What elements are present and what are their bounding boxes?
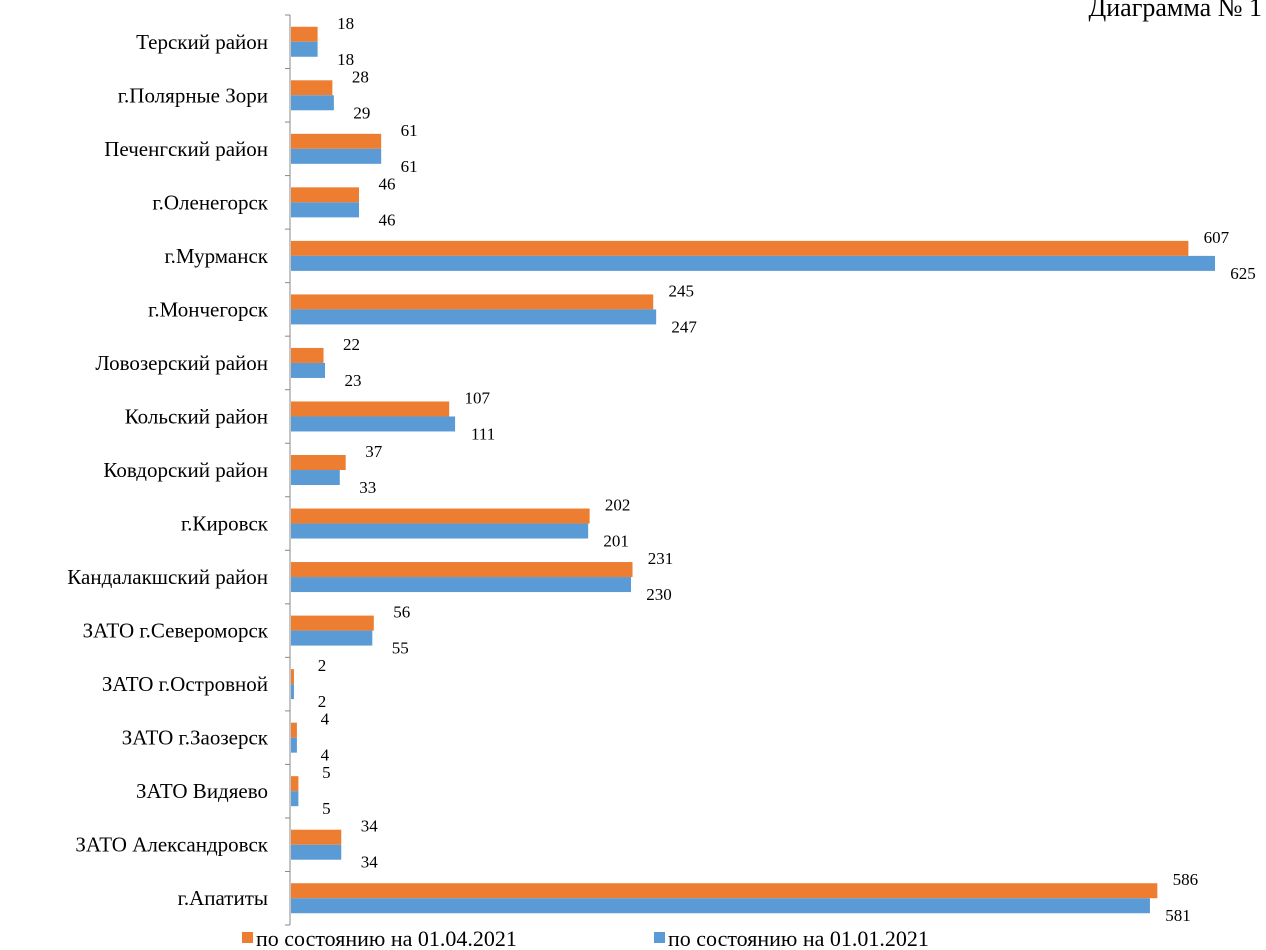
value-label-series-1: 18 — [337, 14, 354, 33]
category-label: Кандалакшский район — [67, 565, 268, 589]
bar-series-2 — [291, 844, 342, 860]
value-label-series-1: 586 — [1173, 870, 1199, 889]
value-label-series-2: 230 — [646, 585, 672, 604]
category-label: г.Мурманск — [164, 244, 268, 268]
bar-series-1 — [291, 776, 299, 792]
value-label-series-1: 28 — [352, 67, 369, 86]
category-label: ЗАТО г.Заозерск — [122, 726, 269, 750]
value-label-series-2: 581 — [1165, 906, 1191, 925]
bar-series-1 — [291, 294, 654, 310]
bar-series-1 — [291, 883, 1158, 899]
category-label: г.Оленегорск — [152, 190, 268, 214]
chart-title: Диаграмма № 1 — [1089, 0, 1262, 22]
bar-series-1 — [291, 669, 294, 685]
value-label-series-2: 4 — [321, 746, 330, 765]
value-label-series-1: 22 — [343, 335, 360, 354]
category-label: ЗАТО г.Североморск — [83, 619, 269, 643]
value-labels: 1818282961614646607625245247222310711137… — [318, 14, 1256, 925]
value-label-series-1: 34 — [361, 817, 379, 836]
bar-series-1 — [291, 187, 360, 203]
value-label-series-1: 245 — [668, 281, 694, 300]
value-label-series-2: 23 — [345, 371, 362, 390]
bar-series-1 — [291, 615, 374, 631]
bar-series-2 — [291, 255, 1215, 271]
bar-series-1 — [291, 722, 297, 738]
value-label-series-1: 202 — [605, 496, 631, 515]
category-label: ЗАТО Александровск — [75, 833, 268, 857]
value-label-series-2: 5 — [322, 799, 331, 818]
value-label-series-2: 201 — [603, 532, 629, 551]
category-labels: Терский район г.Полярные Зори Печенгский р… — [67, 30, 268, 910]
bar-series-2 — [291, 148, 382, 164]
value-label-series-1: 37 — [365, 442, 383, 461]
value-label-series-2: 2 — [318, 692, 327, 711]
value-label-series-2: 247 — [671, 317, 697, 336]
legend-swatch-series-2 — [654, 932, 665, 943]
value-label-series-1: 46 — [379, 174, 396, 193]
bar-series-1 — [291, 401, 450, 417]
legend-label-series-2: по состоянию на 01.01.2021 — [668, 926, 929, 950]
value-label-series-1: 2 — [318, 656, 327, 675]
category-label: Печенгский район — [104, 137, 268, 161]
bar-series-2 — [291, 41, 318, 57]
category-label: г.Мончегорск — [148, 297, 269, 321]
value-label-series-2: 55 — [392, 639, 409, 658]
category-label: ЗАТО г.Островной — [102, 672, 268, 696]
value-label-series-1: 107 — [464, 388, 490, 407]
category-label: Кольский район — [125, 404, 268, 428]
value-label-series-2: 46 — [379, 210, 396, 229]
value-label-series-1: 56 — [393, 603, 410, 622]
value-label-series-2: 33 — [359, 478, 376, 497]
bar-series-1 — [291, 133, 382, 149]
value-label-series-2: 29 — [353, 103, 370, 122]
bar-series-2 — [291, 362, 326, 378]
value-label-series-2: 111 — [471, 424, 495, 443]
legend-label-series-1: по состоянию на 01.04.2021 — [256, 926, 517, 950]
bar-series-2 — [291, 791, 299, 807]
bar-series-2 — [291, 470, 340, 485]
bar-series-2 — [291, 202, 360, 218]
bar-series-2 — [291, 684, 294, 700]
value-label-series-2: 625 — [1230, 264, 1256, 283]
bar-series-2 — [291, 309, 657, 325]
value-label-series-2: 18 — [337, 50, 354, 69]
bar-series-1 — [291, 508, 590, 524]
category-label: г.Апатиты — [178, 886, 268, 910]
bar-series-1 — [291, 829, 342, 845]
value-label-series-1: 5 — [322, 763, 331, 782]
bar-series-1 — [291, 80, 333, 96]
category-label: Терский район — [136, 30, 268, 54]
value-label-series-2: 61 — [401, 157, 418, 176]
bars — [291, 26, 1215, 914]
bar-series-2 — [291, 898, 1150, 914]
bar-series-2 — [291, 95, 334, 111]
value-label-series-2: 34 — [361, 853, 379, 872]
bar-series-1 — [291, 562, 633, 578]
bar-series-2 — [291, 523, 589, 539]
bar-series-1 — [291, 240, 1189, 256]
legend-swatch-series-1 — [242, 932, 253, 943]
bar-series-1 — [291, 455, 346, 470]
bar-series-2 — [291, 630, 373, 646]
value-label-series-1: 231 — [648, 549, 674, 568]
category-label: г.Полярные Зори — [118, 83, 268, 107]
bar-series-2 — [291, 416, 456, 432]
value-label-series-1: 607 — [1204, 228, 1230, 247]
category-label: Ловозерский район — [95, 351, 268, 375]
bar-series-2 — [291, 737, 297, 753]
bar-series-1 — [291, 347, 324, 363]
value-label-series-1: 4 — [321, 710, 330, 729]
value-label-series-1: 61 — [401, 121, 418, 140]
bar-series-1 — [291, 26, 318, 42]
category-label: ЗАТО Видяево — [136, 779, 268, 803]
chart-axis — [285, 14, 291, 926]
legend: по состоянию на 01.04.2021 по состоянию … — [242, 926, 929, 950]
category-label: г.Кировск — [181, 512, 269, 536]
category-label: Ковдорский район — [103, 458, 268, 482]
bar-series-2 — [291, 577, 632, 593]
